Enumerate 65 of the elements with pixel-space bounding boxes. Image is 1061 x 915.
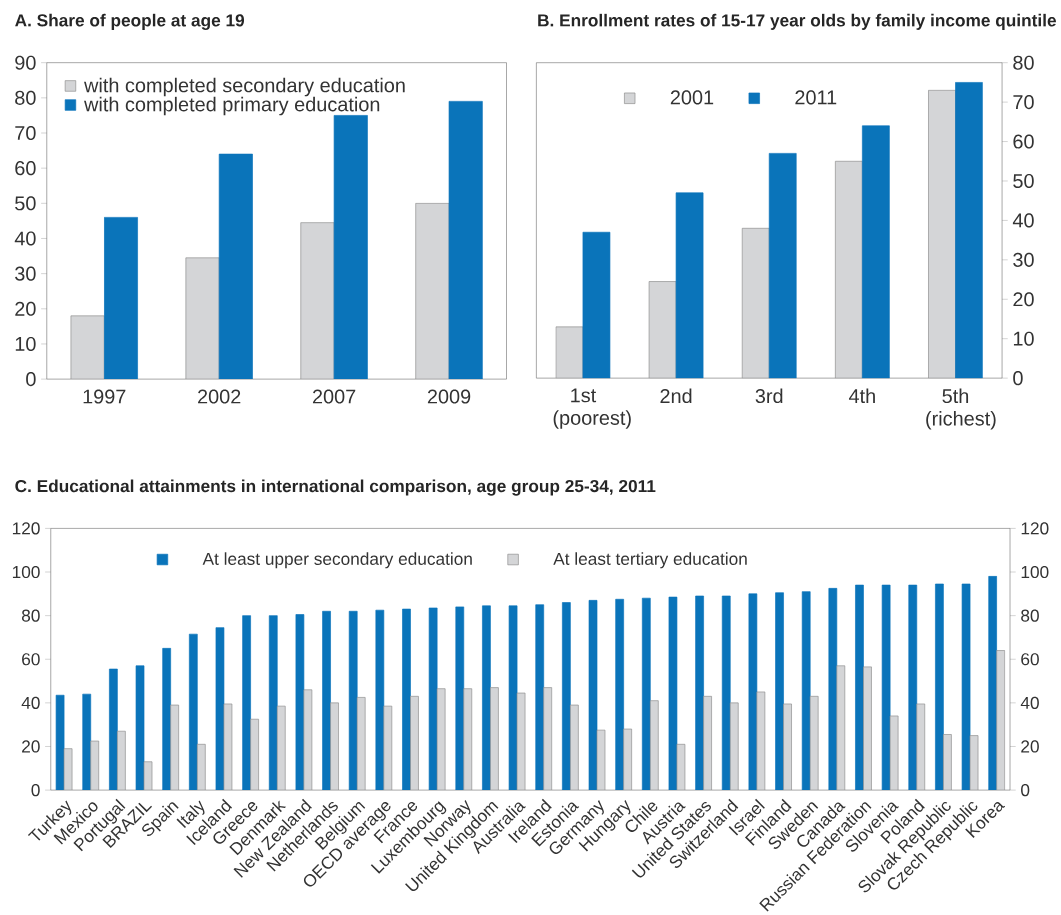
bar — [648, 281, 677, 379]
bar — [675, 192, 704, 379]
y2-tick-label: 0 — [1021, 784, 1030, 797]
y2-tick-label: 10 — [1013, 331, 1034, 346]
legend-label: At least tertiary education — [553, 552, 747, 569]
x-tick-label: 2nd — [660, 388, 692, 404]
legend-label: At least upper secondary education — [202, 552, 472, 569]
y-tick-label: 60 — [15, 161, 36, 176]
y2-tick-label: 60 — [1021, 653, 1039, 666]
y-tick-label: 0 — [31, 784, 40, 797]
x-tick-label: 5th (richest) — [926, 388, 996, 430]
bar — [928, 90, 956, 379]
x-tick-label: 2002 — [198, 389, 241, 404]
y-tick-label: 100 — [12, 566, 40, 579]
y-tick-label: 20 — [15, 301, 36, 317]
legend-label: 2001 — [670, 90, 714, 105]
y-tick-label: 30 — [15, 266, 36, 281]
y2-tick-label: 0 — [1013, 371, 1023, 386]
bar — [300, 222, 335, 380]
bar — [185, 257, 220, 380]
y2-tick-label: 20 — [1021, 740, 1039, 753]
y2-tick-label: 60 — [1013, 134, 1034, 149]
y2-tick-label: 80 — [1013, 55, 1034, 70]
bar — [70, 315, 105, 380]
y-tick-label: 80 — [21, 609, 40, 622]
y-tick-label: 40 — [14, 231, 36, 246]
y2-tick-label: 120 — [1021, 522, 1049, 535]
y-tick-label: 50 — [15, 196, 36, 211]
bar — [768, 153, 797, 379]
chart-title: B. Enrollment rates of 15-17 year olds by family income quintile — [538, 14, 1056, 31]
x-tick-label: 3rd — [755, 388, 783, 404]
legend-label: with completed secondary education — [84, 77, 405, 97]
y-tick-label: 10 — [15, 337, 36, 352]
y2-tick-label: 40 — [1020, 696, 1039, 710]
chart-title: C. Educational attainments in international comparison, age group 25-34, 2011 — [15, 479, 656, 496]
y-tick-label: 120 — [12, 522, 40, 535]
y2-tick-label: 50 — [1013, 174, 1034, 189]
y2-tick-label: 30 — [1013, 252, 1034, 268]
x-tick-label: 1st (poorest) — [553, 388, 631, 430]
bar — [415, 203, 450, 380]
y2-tick-label: 70 — [1013, 95, 1034, 110]
y-tick-label: 60 — [22, 653, 40, 666]
y-tick-label: 90 — [15, 55, 36, 70]
x-tick-label: 2009 — [427, 389, 471, 404]
bar — [741, 228, 770, 379]
bar — [582, 232, 611, 379]
bar — [835, 161, 863, 379]
y-tick-label: 70 — [15, 126, 36, 141]
y-tick-label: 40 — [21, 696, 40, 710]
bar — [862, 125, 890, 379]
legend-label: with completed primary education — [84, 97, 380, 116]
y2-tick-label: 80 — [1021, 609, 1039, 622]
x-tick-label: 4th — [848, 388, 875, 404]
y2-tick-label: 100 — [1021, 566, 1049, 579]
x-tick-label: 2007 — [312, 389, 356, 404]
chart-title: A. Share of people at age 19 — [15, 13, 245, 31]
y2-tick-label: 40 — [1012, 213, 1034, 228]
bar — [955, 82, 983, 379]
legend-label: 2011 — [795, 90, 837, 105]
x-tick-label: 1997 — [83, 389, 126, 404]
y-tick-label: 80 — [15, 90, 36, 106]
y-tick-label: 0 — [26, 372, 36, 387]
y2-tick-label: 20 — [1013, 292, 1034, 307]
y-tick-label: 20 — [22, 740, 40, 753]
bar — [555, 326, 584, 379]
